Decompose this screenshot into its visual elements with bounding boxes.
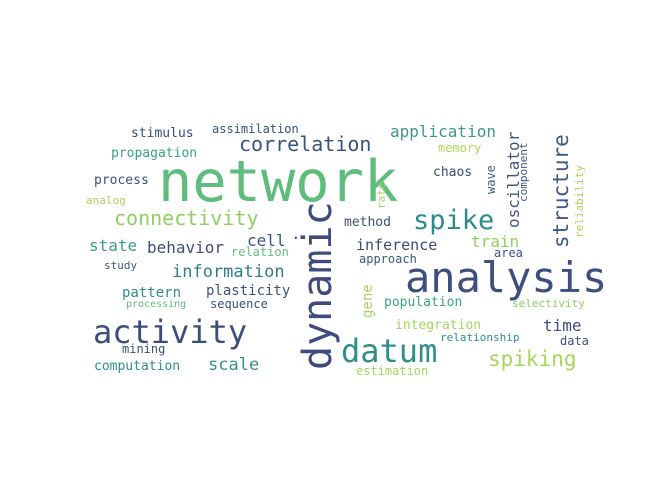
- word-scale: scale: [208, 355, 260, 375]
- word-estimation: estimation: [356, 364, 429, 378]
- word-analysis: analysis: [405, 253, 608, 302]
- word-data: data: [560, 334, 589, 348]
- word-population: population: [384, 295, 463, 310]
- word-information: information: [172, 262, 285, 282]
- word-component: component: [517, 142, 530, 202]
- word-memory: memory: [438, 141, 482, 155]
- word-integration: integration: [395, 318, 482, 333]
- word-sequence: sequence: [210, 297, 268, 311]
- word-correlation: correlation: [239, 132, 372, 156]
- word-activity: activity: [93, 313, 248, 351]
- word-application: application: [390, 122, 496, 141]
- word-area: area: [494, 246, 523, 260]
- word-computation: computation: [94, 359, 181, 374]
- word-reliability: reliability: [573, 165, 586, 238]
- word-train: train: [471, 232, 520, 251]
- word-approach: approach: [359, 252, 417, 266]
- word-gene: gene: [360, 284, 376, 318]
- word-stimulus: stimulus: [131, 126, 194, 141]
- word-state: state: [89, 236, 138, 255]
- word-study: study: [104, 259, 138, 272]
- word-rate: rate: [375, 182, 388, 210]
- word-cell-dot: .: [291, 224, 301, 243]
- word-method: method: [344, 215, 391, 230]
- word-propagation: propagation: [111, 146, 198, 161]
- word-assimilation: assimilation: [212, 122, 299, 136]
- word-wave: wave: [484, 165, 498, 194]
- word-analog: analog: [86, 194, 126, 207]
- word-cell: cell: [247, 231, 286, 250]
- word-relationship: relationship: [440, 331, 520, 344]
- word-relation: relation: [231, 245, 289, 259]
- word-behavior: behavior: [147, 238, 225, 257]
- word-spiking: spiking: [488, 347, 577, 371]
- word-pattern: pattern: [122, 285, 182, 301]
- word-chaos: chaos: [433, 165, 473, 180]
- word-spike: spike: [413, 205, 495, 236]
- word-structure: structure: [549, 134, 573, 248]
- word-processing: processing: [126, 299, 187, 310]
- word-connectivity: connectivity: [114, 206, 259, 230]
- word-process: process: [94, 173, 149, 188]
- word-network: network: [158, 149, 399, 215]
- word-selectivity: selectivity: [512, 297, 585, 310]
- word-dynamic: dynamic: [295, 201, 341, 370]
- word-plasticity: plasticity: [206, 283, 291, 299]
- word-datum: datum: [341, 332, 438, 370]
- word-mining: mining: [122, 342, 166, 356]
- word-inference: inference: [356, 236, 438, 254]
- word-time: time: [543, 316, 582, 335]
